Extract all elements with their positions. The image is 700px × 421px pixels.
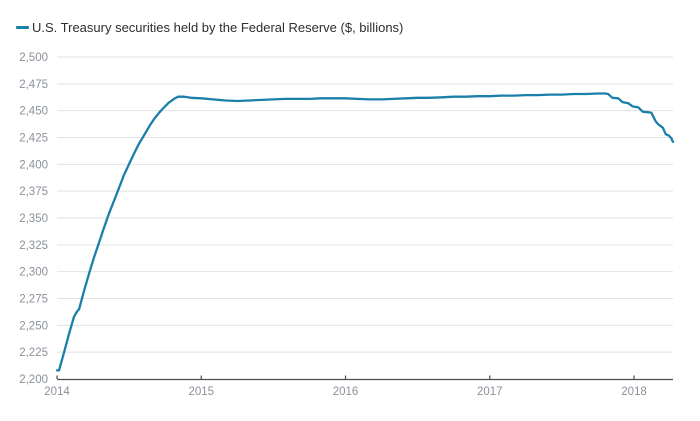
y-tick-label: 2,200 (19, 374, 48, 386)
y-tick-label: 2,375 (19, 186, 48, 198)
y-tick-label: 2,325 (19, 240, 48, 252)
x-tick-label: 2017 (477, 386, 503, 398)
y-tick-label: 2,450 (19, 106, 48, 118)
y-tick-label: 2,250 (19, 320, 48, 332)
legend-line-swatch (16, 26, 29, 29)
y-tick-label: 2,300 (19, 267, 48, 279)
x-tick-label: 2014 (44, 386, 70, 398)
y-tick-label: 2,400 (19, 159, 48, 171)
legend-label: U.S. Treasury securities held by the Fed… (32, 20, 404, 35)
legend: U.S. Treasury securities held by the Fed… (16, 20, 403, 35)
data-line-treasury-holdings (55, 92, 675, 372)
y-tick-label: 2,425 (19, 133, 48, 145)
y-tick-label: 2,475 (19, 79, 48, 91)
x-tick-label: 2015 (188, 386, 214, 398)
y-tick-label: 2,275 (19, 294, 48, 306)
y-tick-label: 2,350 (19, 213, 48, 225)
y-tick-label: 2,500 (19, 52, 48, 64)
x-tick-label: 2016 (333, 386, 359, 398)
y-tick-label: 2,225 (19, 347, 48, 359)
x-tick-label: 2018 (621, 386, 647, 398)
